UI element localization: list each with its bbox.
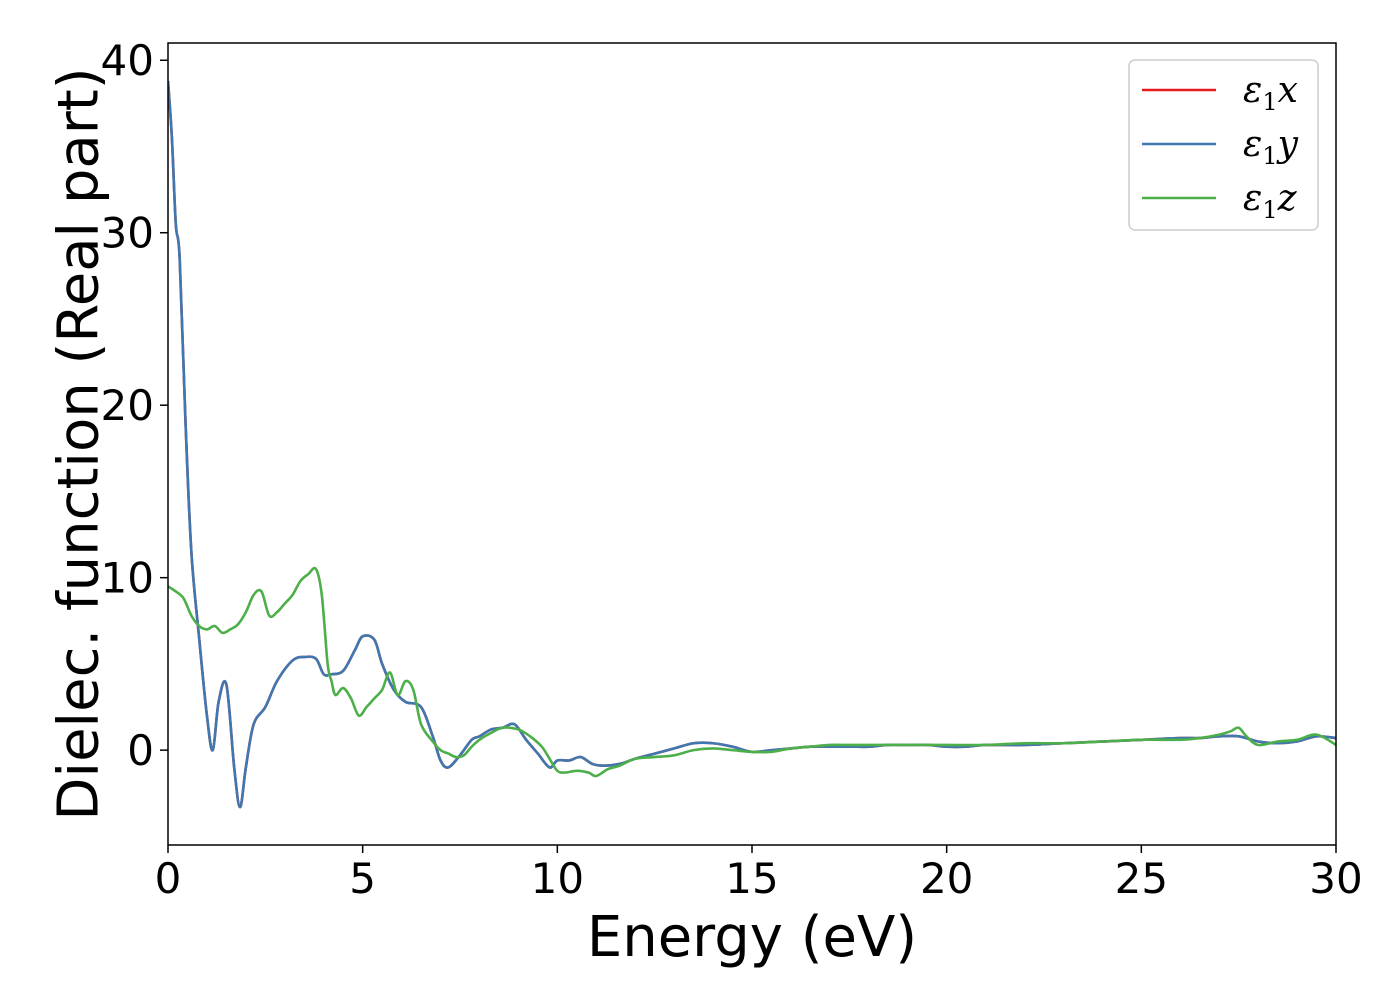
legend-label-z: ε1z — [1243, 178, 1298, 224]
legend-label-x: ε1x — [1243, 70, 1298, 116]
x-tick-label: 25 — [1115, 854, 1168, 903]
x-tick-label: 20 — [920, 854, 973, 903]
y-tick-label: 20 — [101, 381, 154, 430]
series-layer — [168, 80, 1336, 809]
x-axis-ticks: 0 5 10 15 20 25 30 — [155, 845, 1363, 903]
y-tick-label: 0 — [127, 726, 154, 775]
x-axis-label: Energy (eV) — [587, 905, 917, 970]
x-tick-label: 15 — [725, 854, 778, 903]
legend-box — [1128, 59, 1319, 231]
x-tick-label: 0 — [155, 854, 182, 903]
y-tick-label: 30 — [101, 209, 154, 258]
series-line-z — [168, 566, 1336, 778]
x-tick-label: 5 — [349, 854, 376, 903]
x-tick-label: 10 — [531, 854, 584, 903]
x-tick-label: 30 — [1309, 854, 1362, 903]
y-tick-label: 10 — [101, 554, 154, 603]
legend-label-y: ε1y — [1243, 124, 1299, 170]
legend: ε1x ε1y ε1z — [1128, 59, 1319, 231]
y-axis-label: Dielec. function (Real part) — [47, 67, 112, 820]
y-tick-label: 40 — [101, 36, 154, 85]
y-axis-ticks: 0 10 20 30 40 — [101, 36, 168, 775]
